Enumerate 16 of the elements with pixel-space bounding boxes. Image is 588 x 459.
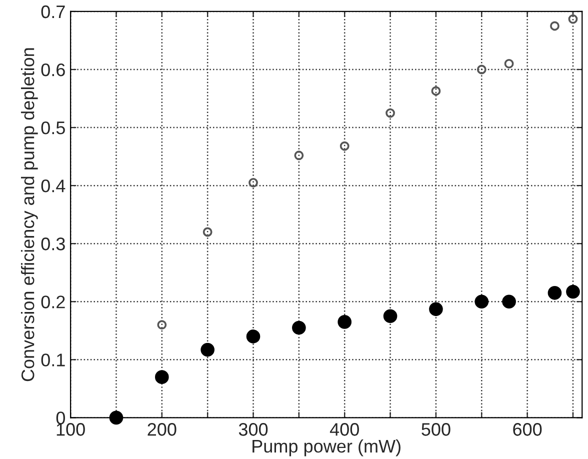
x-tick-label: 300 bbox=[238, 423, 268, 436]
y-tick-label: 0.4 bbox=[41, 180, 66, 192]
x-tick-label: 100 bbox=[56, 423, 85, 436]
y-tick-label: 0.3 bbox=[41, 238, 65, 250]
y-axis-title: Conversion efficiency and pump depletion bbox=[20, 48, 38, 382]
x-axis-title: Pump power (mW) bbox=[252, 439, 400, 456]
x-tick-label: 600 bbox=[513, 423, 542, 436]
x-tick-label: 500 bbox=[422, 423, 450, 436]
y-tick-label: 0.5 bbox=[41, 121, 65, 134]
y-tick-label: 0.2 bbox=[41, 296, 65, 308]
y-tick-label: 0 bbox=[56, 412, 65, 424]
y-tick-label: 0.7 bbox=[41, 5, 65, 18]
x-tick-label: 400 bbox=[330, 423, 359, 436]
y-tick-label: 0.1 bbox=[41, 354, 65, 366]
y-tick-label: 0.6 bbox=[41, 63, 65, 76]
x-tick-label: 200 bbox=[148, 423, 176, 436]
